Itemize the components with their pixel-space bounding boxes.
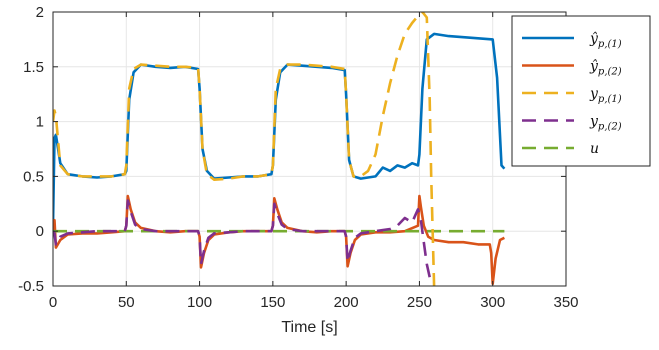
- legend-label-subscript-3: p,(2): [598, 122, 622, 133]
- y-tick-label-4: 1.5: [23, 59, 44, 76]
- y-tick-label-1: 0: [36, 223, 44, 240]
- legend-label-base-1: ŷ: [589, 58, 599, 75]
- legend-label-base-2: y: [589, 86, 599, 102]
- y-tick-label-5: 2: [36, 4, 44, 21]
- legend-label-0: ŷp,(1): [589, 30, 622, 50]
- x-tick-label-1: 50: [118, 294, 135, 311]
- x-axis-title: Time [s]: [281, 319, 337, 336]
- y-tick-label-3: 1: [36, 114, 44, 131]
- y-tick-label-2: 0.5: [23, 168, 44, 185]
- y-tick-label-0: -0.5: [18, 278, 44, 295]
- x-tick-label-7: 350: [553, 294, 578, 311]
- series-line-3: [53, 199, 431, 278]
- legend-label-base-0: ŷ: [589, 30, 599, 47]
- x-tick-label-6: 300: [480, 294, 505, 311]
- ticks: 0 50 100 150 200 250 300 350 -0.5 0 0.5 1 1.5 2: [18, 4, 578, 311]
- series-layer: [53, 12, 506, 286]
- legend-label-2: yp,(1): [589, 86, 622, 105]
- legend-label-base-3: y: [589, 114, 599, 130]
- series-line-2: [53, 12, 436, 286]
- x-tick-label-3: 150: [260, 294, 285, 311]
- legend-box: [511, 15, 651, 167]
- legend-label-base-4: u: [590, 141, 599, 157]
- x-tick-label-2: 100: [187, 294, 212, 311]
- legend: ŷp,(1)ŷp,(2)yp,(1)yp,(2)u: [511, 15, 651, 167]
- legend-label-3: yp,(2): [589, 114, 622, 133]
- legend-label-subscript-1: p,(2): [598, 67, 622, 78]
- legend-label-subscript-2: p,(1): [598, 94, 622, 105]
- legend-label-1: ŷp,(2): [589, 58, 622, 78]
- x-tick-label-4: 200: [334, 294, 359, 311]
- x-tick-label-5: 250: [407, 294, 432, 311]
- legend-label-4: u: [590, 141, 599, 157]
- x-tick-label-0: 0: [49, 294, 57, 311]
- legend-label-subscript-0: p,(1): [598, 39, 622, 50]
